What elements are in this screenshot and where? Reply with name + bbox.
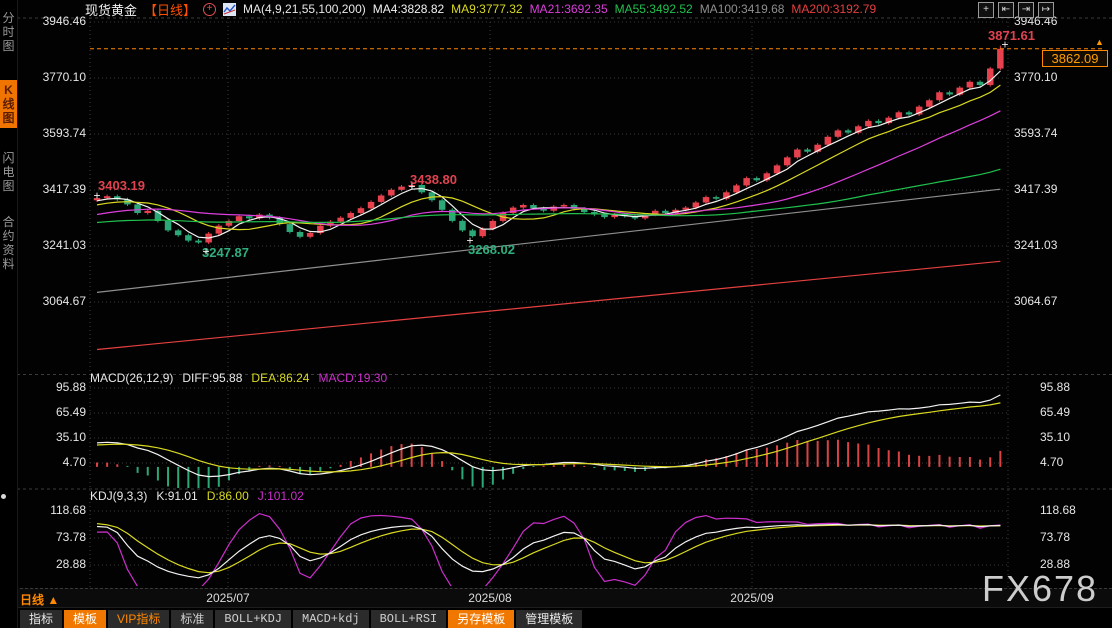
ma-settings-label: MA(4,9,21,55,100,200) bbox=[243, 2, 366, 16]
kdj-d: D:86.00 bbox=[206, 489, 249, 503]
pan-right-icon[interactable]: ↦ bbox=[1038, 2, 1054, 18]
kdj-header: KDJ(9,3,3) K:91.01 D:86.00 J:101.02 bbox=[90, 489, 304, 503]
period-tag[interactable]: 【日线】 bbox=[144, 2, 197, 18]
kdj-j: J:101.02 bbox=[257, 489, 304, 503]
ma-indicator-icon[interactable] bbox=[223, 2, 237, 16]
vip-indicator-button[interactable]: VIP指标 bbox=[108, 609, 170, 628]
date-label: 2025/08 bbox=[468, 591, 512, 605]
macd-kdj-button[interactable]: MACD+kdj bbox=[293, 609, 369, 628]
date-label: 2025/09 bbox=[730, 591, 774, 605]
ma-value-label: MA100:3419.68 bbox=[699, 2, 785, 16]
period-selector[interactable]: 日线 ▲ bbox=[20, 591, 59, 608]
ma-value-label: MA21:3692.35 bbox=[529, 2, 608, 16]
kline-tab[interactable]: K线图 bbox=[0, 80, 17, 128]
crosshair-icon[interactable]: + bbox=[978, 2, 994, 18]
template-button[interactable]: 模板 bbox=[64, 609, 107, 628]
ma-value-label: MA9:3777.32 bbox=[451, 2, 523, 16]
time-share-tab[interactable]: 分时图 bbox=[2, 11, 15, 53]
period-label: 日线 bbox=[20, 593, 45, 607]
boll-kdj-button[interactable]: BOLL+KDJ bbox=[215, 609, 291, 628]
kdj-k: K:91.01 bbox=[156, 489, 198, 503]
contract-info-tab[interactable]: 合约资料 bbox=[2, 215, 15, 271]
sidebar-handle-dot[interactable] bbox=[1, 494, 6, 499]
scale-left-icon[interactable]: ⇤ bbox=[998, 2, 1014, 18]
kdj-name: KDJ(9,3,3) bbox=[90, 489, 148, 503]
ma-value-label: MA55:3492.52 bbox=[614, 2, 693, 16]
macd-diff: DIFF:95.88 bbox=[182, 371, 243, 385]
macd-dea: DEA:86.24 bbox=[251, 371, 310, 385]
indicator-button[interactable]: 指标 bbox=[20, 609, 63, 628]
manage-template-button[interactable]: 管理模板 bbox=[516, 609, 583, 628]
ma-value-label: MA200:3192.79 bbox=[791, 2, 877, 16]
macd-header: MACD(26,12,9) DIFF:95.88 DEA:86.24 MACD:… bbox=[90, 371, 387, 385]
topbar: 现货黄金 【日线】 + MA(4,9,21,55,100,200) MA4:38… bbox=[17, 0, 1112, 18]
standard-button[interactable]: 标准 bbox=[171, 609, 214, 628]
ma-value-label: MA4:3828.82 bbox=[372, 2, 445, 16]
current-price-tag: 3862.09 bbox=[1042, 50, 1108, 67]
time-axis-row: 日线 ▲ 2025/07 2025/08 2025/09 bbox=[0, 588, 1112, 608]
bottom-toolbar: 指标 模板 VIP指标 标准 BOLL+KDJ MACD+kdj BOLL+RSI 另存模板管… bbox=[0, 607, 1112, 628]
period-arrow-icon: ▲ bbox=[47, 593, 60, 607]
ma-values: MA4:3828.82 MA9:3777.32 MA21:3692.35 MA55:3… bbox=[373, 2, 883, 16]
watermark: FX678 bbox=[982, 568, 1099, 609]
topbar-icon-group: + ⇤ ⇥ ↦ bbox=[978, 2, 1054, 18]
flash-chart-tab[interactable]: 闪电图 bbox=[2, 151, 15, 193]
save-template-button[interactable]: 另存模板 bbox=[448, 609, 515, 628]
add-instrument-icon[interactable]: + bbox=[203, 2, 217, 16]
instrument-title: 现货黄金 bbox=[85, 2, 138, 18]
date-label: 2025/07 bbox=[206, 591, 250, 605]
macd-value: MACD:19.30 bbox=[318, 371, 388, 385]
scale-right-icon[interactable]: ⇥ bbox=[1018, 2, 1034, 18]
boll-rsi-button[interactable]: BOLL+RSI bbox=[370, 609, 447, 628]
macd-name: MACD(26,12,9) bbox=[90, 371, 174, 385]
left-sidebar: 分时图 K线图闪电图合约资料 bbox=[0, 0, 18, 628]
price-alert-arrow-icon[interactable]: ▲ bbox=[1095, 37, 1104, 47]
